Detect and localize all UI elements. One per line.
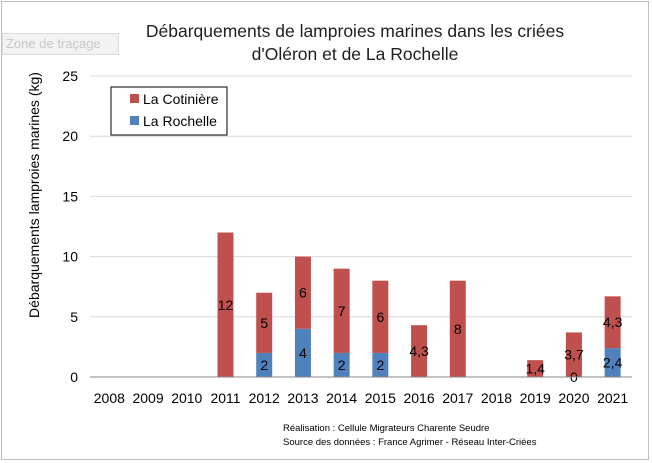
x-tick-label-2014: 2014 (326, 390, 357, 406)
bar-la-cotiniere-2012 (256, 292, 273, 353)
data-label-la-cotiniere-2021: 4,3 (603, 314, 623, 330)
x-tick-label-2018: 2018 (481, 390, 512, 406)
x-tick-label-2019: 2019 (520, 390, 551, 406)
x-tick-label-2008: 2008 (94, 390, 125, 406)
data-label-la-cotiniere-2015: 6 (376, 309, 384, 325)
x-tick-label-2013: 2013 (287, 390, 318, 406)
data-label-la-cotiniere-2013: 6 (299, 285, 307, 301)
credit-realisation: Réalisation : Cellule Migrateurs Charent… (283, 423, 489, 434)
data-label-la-rochelle-2014: 2 (338, 357, 346, 373)
x-tick-label-2021: 2021 (597, 390, 628, 406)
bar-la-cotiniere-2017 (449, 280, 466, 377)
bar-la-cotiniere-2019 (527, 360, 544, 377)
y-tick-label-15: 15 (62, 188, 78, 204)
gridlines (90, 75, 632, 318)
bar-la-rochelle-2012 (256, 352, 273, 377)
x-tick-label-2020: 2020 (558, 390, 589, 406)
legend: La Cotinière La Rochelle (110, 86, 228, 136)
bar-la-cotiniere-2021 (604, 296, 621, 349)
bar-la-rochelle-2015 (372, 352, 389, 377)
legend-swatch-la-rochelle (130, 116, 139, 125)
data-label-la-rochelle-2013: 4 (299, 345, 307, 361)
bar-la-rochelle-2013 (294, 328, 311, 377)
data-label-la-rochelle-2015: 2 (376, 357, 384, 373)
y-axis-label: Débarquements lamproies marines (kg) (26, 72, 42, 318)
data-label-la-cotiniere-2019: 1,4 (525, 361, 545, 377)
chart-title-line-2: d'Oléron et de La Rochelle (252, 44, 459, 64)
bar-la-cotiniere-2014 (333, 268, 350, 353)
x-tick-label-2017: 2017 (442, 390, 473, 406)
y-tick-label-10: 10 (62, 249, 78, 265)
legend-label-la-rochelle: La Rochelle (143, 113, 217, 129)
x-axis-ticks: 2008 2009 2010 2011 2012 2013 2014 2015 2016 2017… (94, 390, 629, 406)
data-label-la-rochelle-2021: 2,4 (603, 355, 623, 371)
y-axis-ticks: 0 5 10 15 20 25 (62, 68, 78, 385)
bar-la-cotiniere-2020 (565, 332, 582, 377)
x-tick-label-2016: 2016 (403, 390, 434, 406)
y-tick-label-20: 20 (62, 128, 78, 144)
y-tick-label-5: 5 (70, 309, 78, 325)
x-tick-label-2011: 2011 (210, 390, 240, 406)
x-tick-label-2015: 2015 (365, 390, 396, 406)
plot-area-tooltip: Zone de traçage (2, 33, 119, 55)
bar-la-cotiniere-2015 (372, 280, 389, 353)
data-label-la-rochelle-2012: 2 (260, 357, 268, 373)
bar-la-rochelle-2014 (333, 352, 350, 377)
bar-la-cotiniere-2011 (217, 232, 234, 377)
data-label-la-cotiniere-2020: 3,7 (564, 347, 584, 363)
bar-la-rochelle-2021 (604, 348, 621, 377)
data-label-la-cotiniere-2016: 4,3 (409, 343, 429, 359)
legend-label-la-cotiniere: La Cotinière (143, 91, 219, 107)
legend-swatch-la-cotiniere (130, 94, 139, 103)
x-tick-label-2009: 2009 (132, 390, 163, 406)
bars (217, 232, 621, 377)
data-label-la-cotiniere-2012: 5 (260, 315, 268, 331)
data-label-la-cotiniere-2011: 12 (218, 297, 234, 313)
bar-la-cotiniere-2016 (411, 325, 428, 377)
x-tick-label-2010: 2010 (171, 390, 202, 406)
data-label-la-cotiniere-2017: 8 (454, 321, 462, 337)
y-tick-label-0: 0 (70, 369, 78, 385)
x-tick-label-2012: 2012 (249, 390, 280, 406)
credit-source: Source des données : France Agrimer - Ré… (283, 437, 537, 448)
bar-la-cotiniere-2013 (294, 256, 311, 329)
chart-title-line-1: Débarquements de lamproies marines dans … (146, 21, 565, 41)
data-label-la-cotiniere-2014: 7 (338, 303, 346, 319)
y-tick-label-25: 25 (62, 68, 78, 84)
